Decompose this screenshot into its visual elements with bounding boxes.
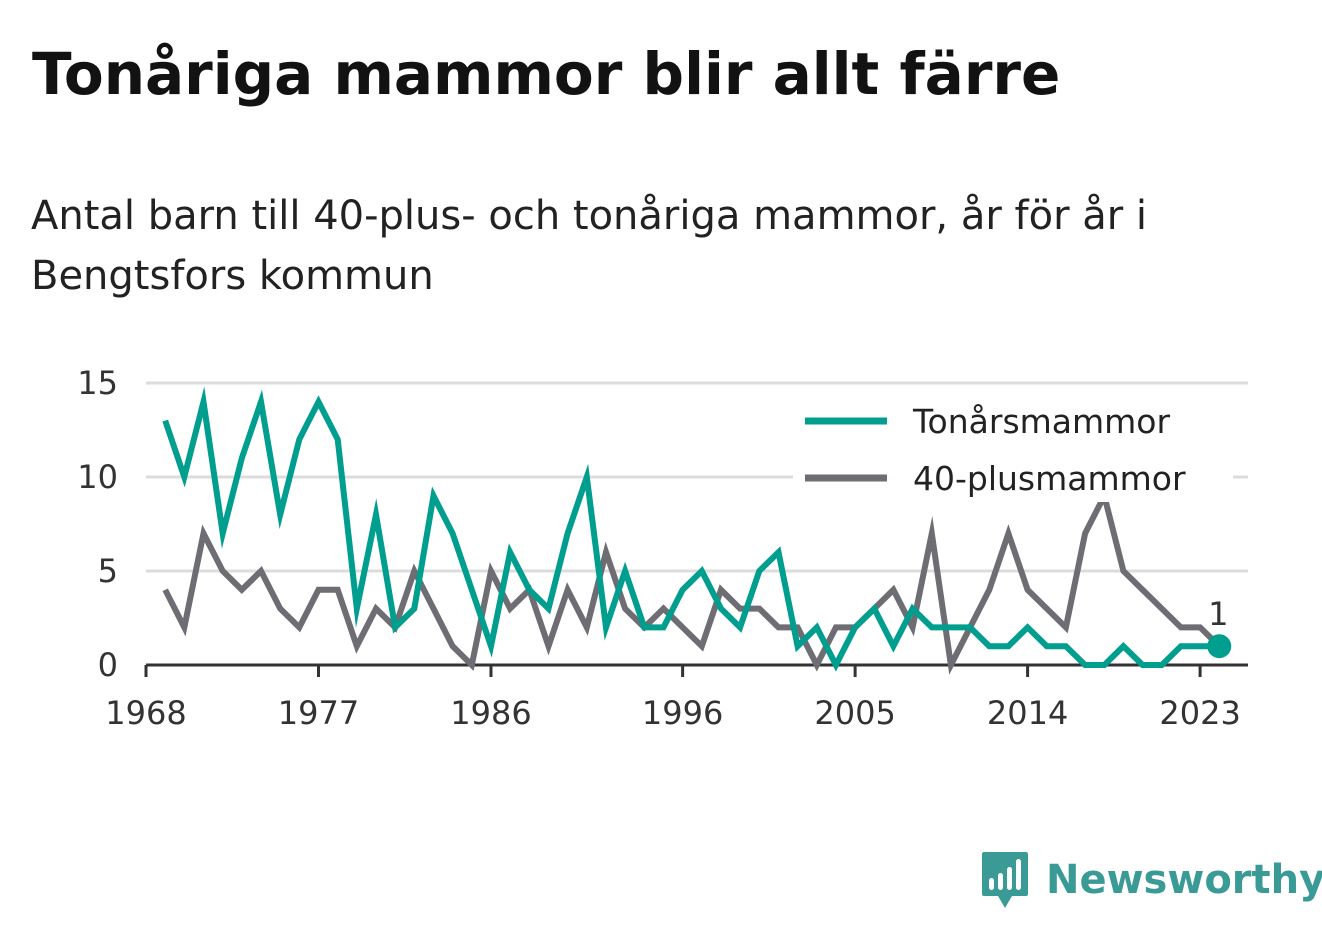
x-tick-label-1968: 1968 xyxy=(105,694,186,732)
y-tick-label-10: 10 xyxy=(77,458,118,496)
brand-logo: Newsworthy xyxy=(980,848,1322,912)
x-tick-label-1986: 1986 xyxy=(450,694,531,732)
y-axis-ticks: 0 5 10 15 xyxy=(77,364,118,684)
y-tick-label-0: 0 xyxy=(98,646,118,684)
brand-name: Newsworthy xyxy=(1046,857,1322,903)
end-marker: 1 xyxy=(1207,595,1232,659)
y-tick-label-15: 15 xyxy=(77,364,118,402)
legend: Tonårsmammor 40-plusmammor xyxy=(793,391,1233,502)
series-lines xyxy=(162,386,1222,675)
bar-chart-speech-bubble-icon xyxy=(982,852,1028,908)
legend-label-0: Tonårsmammor xyxy=(912,402,1170,441)
chart-title: Tonåriga mammor blir allt färre xyxy=(32,40,1061,108)
end-point-label: 1 xyxy=(1208,595,1228,633)
x-tick-label-2014: 2014 xyxy=(987,694,1068,732)
x-tick-label-2005: 2005 xyxy=(814,694,895,732)
series-line-ton-rsmammor xyxy=(162,386,1220,672)
legend-label-1: 40-plusmammor xyxy=(913,459,1186,498)
x-tick-label-1996: 1996 xyxy=(642,694,723,732)
x-axis: 1968 1977 1986 1996 2005 2014 2023 xyxy=(105,663,1248,732)
y-tick-label-5: 5 xyxy=(98,552,118,590)
series-line-40-plusmammor xyxy=(162,487,1222,675)
x-tick-label-2023: 2023 xyxy=(1159,694,1240,732)
x-tick-label-1977: 1977 xyxy=(278,694,359,732)
end-point-dot xyxy=(1207,634,1232,659)
chart-subtitle: Antal barn till 40-plus- och tonåriga ma… xyxy=(31,193,1148,299)
